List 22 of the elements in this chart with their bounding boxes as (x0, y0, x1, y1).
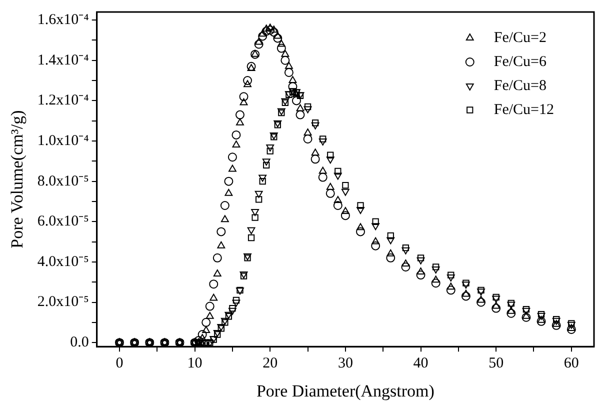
y-tick-label: 8.0x10⁻⁵ (37, 173, 89, 190)
y-tick-label: 0.0 (70, 334, 89, 351)
legend-label: Fe/Cu=2 (494, 30, 547, 46)
x-tick-label: 60 (564, 356, 579, 372)
y-tick-label: 6.0x10⁻⁵ (37, 214, 89, 230)
y-tick-label: 1.0x10⁻⁴ (37, 132, 89, 149)
x-tick-label: 0 (116, 356, 124, 372)
x-tick-label: 10 (187, 356, 202, 372)
x-tick-label: 30 (338, 356, 353, 372)
x-tick-label: 40 (413, 356, 428, 372)
x-axis-title: Pore Diameter(Angstrom) (256, 381, 434, 400)
y-axis-title: Pore Volume(cm³/g) (8, 110, 27, 248)
legend-label: Fe/Cu=12 (494, 102, 554, 118)
y-tick-label: 1.4x10⁻⁴ (37, 52, 89, 68)
y-tick-label: 4.0x10⁻⁵ (37, 254, 89, 270)
x-tick-label: 20 (262, 356, 278, 372)
legend-label: Fe/Cu=6 (494, 54, 547, 70)
y-tick-label: 2.0x10⁻⁵ (37, 294, 89, 310)
y-tick-label: 1.6x10⁻⁴ (37, 12, 89, 28)
y-tick-label: 1.2x10⁻⁴ (37, 92, 89, 109)
legend-label: Fe/Cu=8 (494, 78, 547, 94)
x-tick-label: 50 (488, 356, 504, 372)
